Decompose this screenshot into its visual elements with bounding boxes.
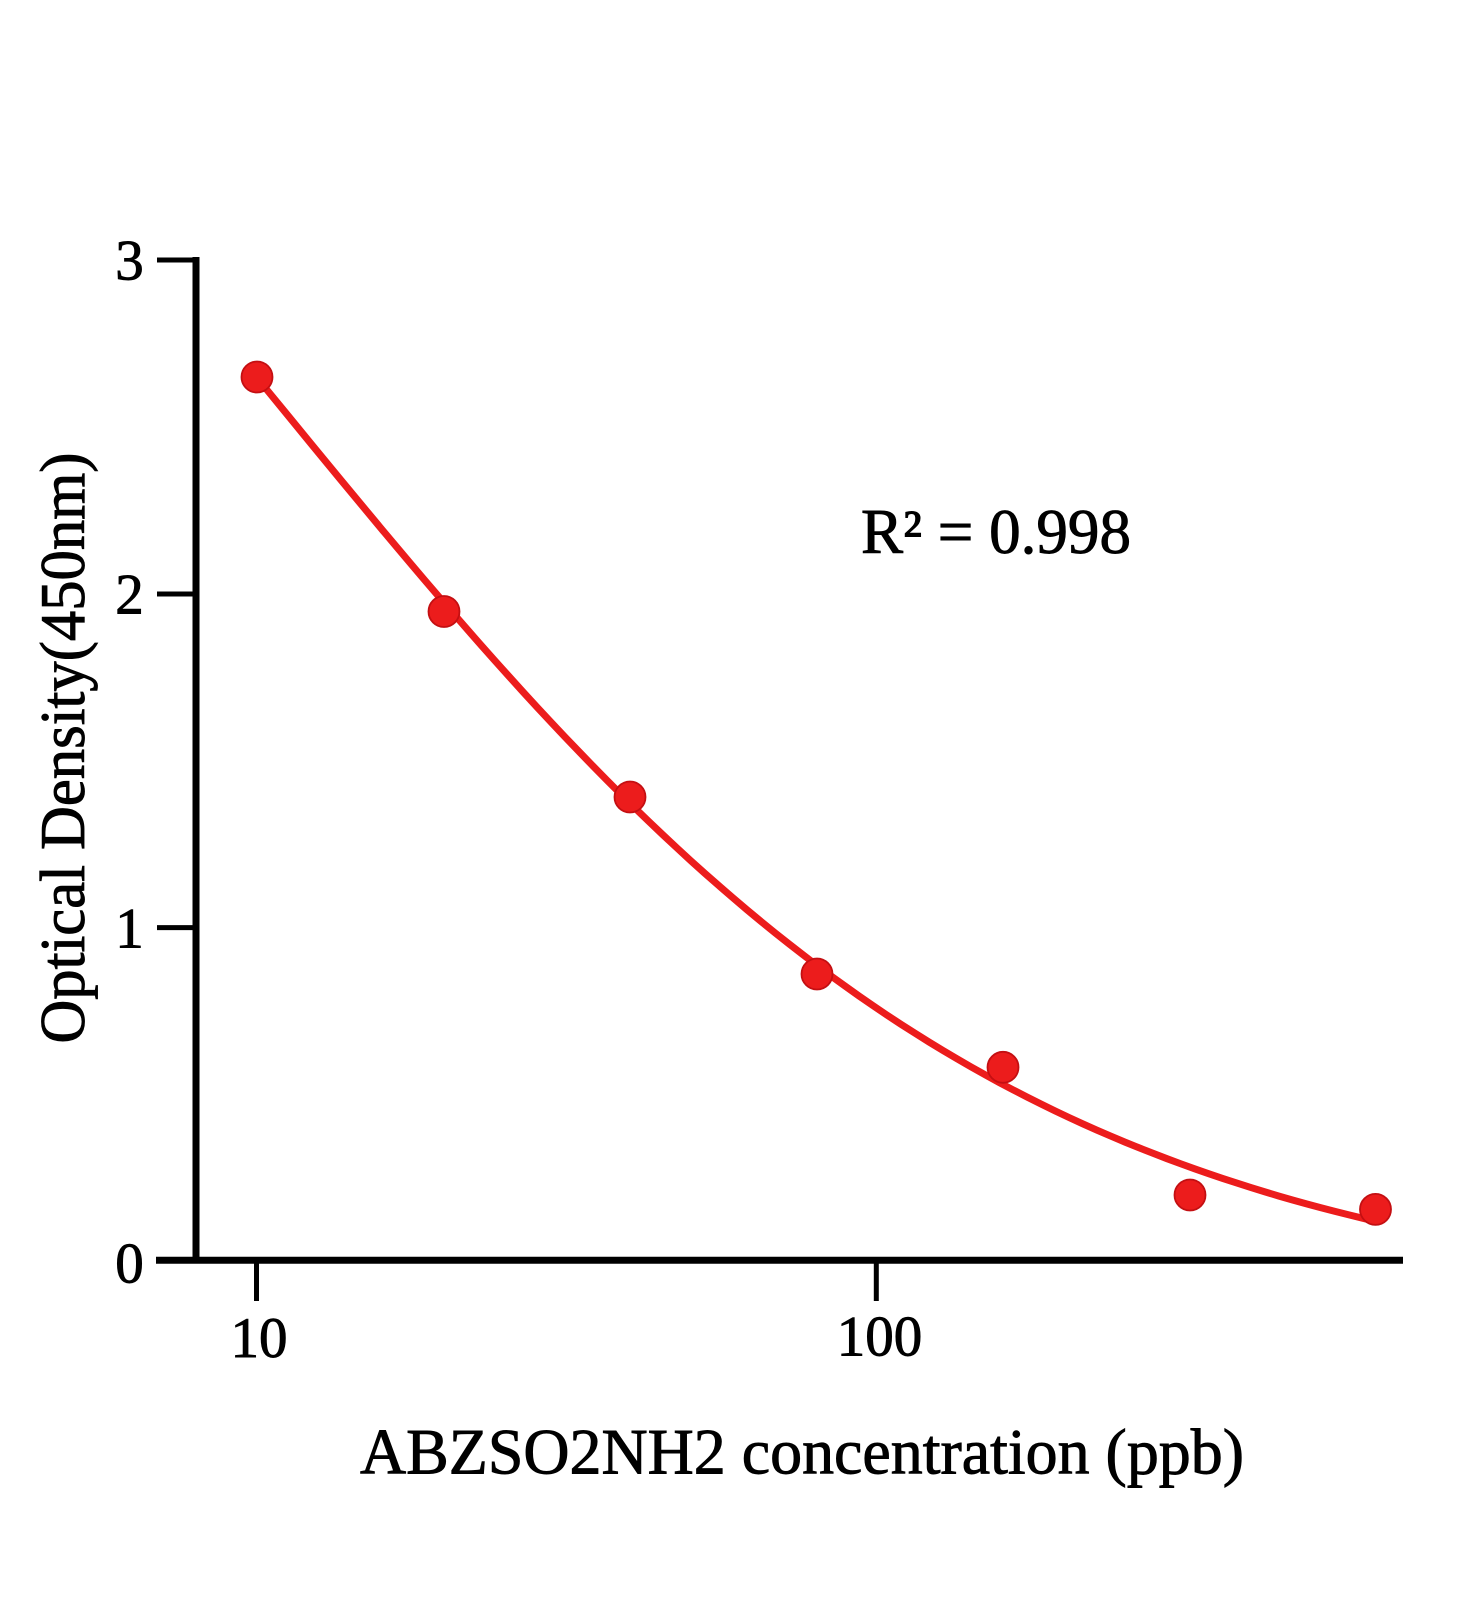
svg-text:3: 3 bbox=[115, 230, 144, 293]
svg-text:R² = 0.998: R² = 0.998 bbox=[861, 497, 1131, 567]
svg-text:Optical Density(450nm): Optical Density(450nm) bbox=[28, 453, 98, 1044]
svg-text:100: 100 bbox=[837, 1306, 923, 1369]
svg-text:1: 1 bbox=[115, 898, 144, 961]
svg-text:ABZSO2NH2 concentration (ppb): ABZSO2NH2 concentration (ppb) bbox=[360, 1417, 1244, 1488]
svg-text:0: 0 bbox=[115, 1232, 144, 1295]
svg-text:2: 2 bbox=[115, 563, 144, 626]
svg-text:10: 10 bbox=[231, 1307, 288, 1370]
